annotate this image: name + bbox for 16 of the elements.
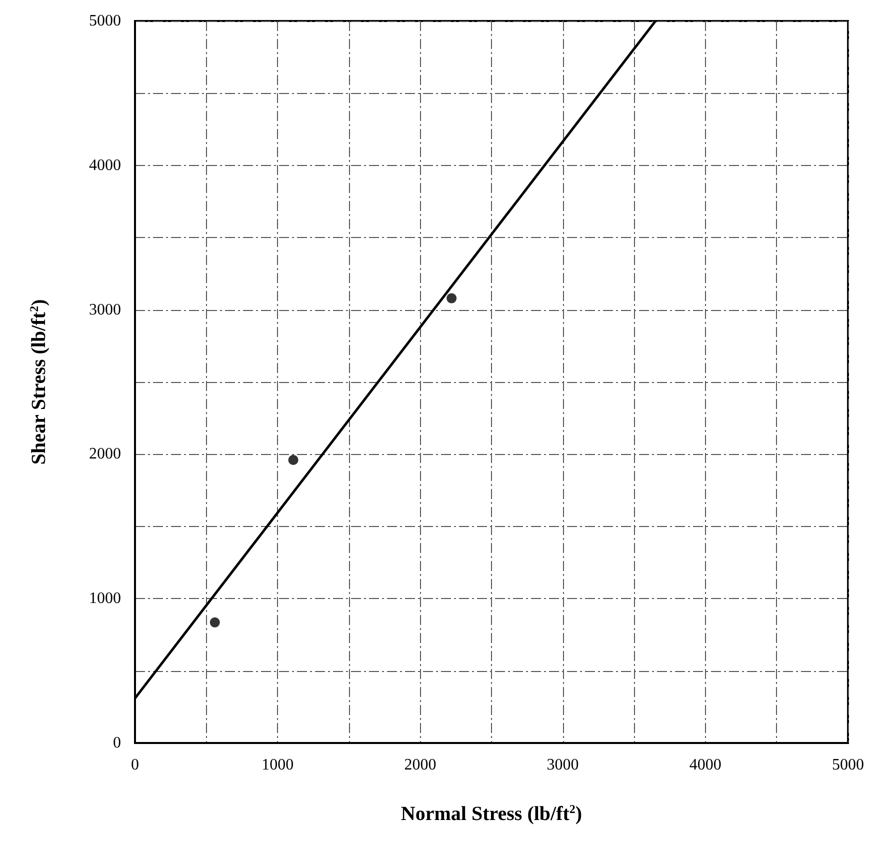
y-tick-label: 5000 [89,12,121,30]
x-tick-label: 4000 [689,756,722,774]
y-tick-label: 2000 [89,446,121,463]
x-tick-label: 1000 [262,756,294,774]
point [288,454,298,465]
y-axis-title: Shear Stress (lb/ft2) [27,299,50,465]
x-tick-label: 2000 [404,756,436,774]
x-tick-label: 5000 [832,756,864,774]
point [210,617,220,628]
y-tick-label: 1000 [89,590,121,608]
point [446,293,457,304]
y-tick-label: 3000 [89,301,121,318]
x-tick-label: 0 [131,756,139,774]
x-tick-label: 3000 [546,756,579,774]
y-tick-label: 4000 [89,156,121,174]
y-tick-label: 0 [113,734,121,752]
